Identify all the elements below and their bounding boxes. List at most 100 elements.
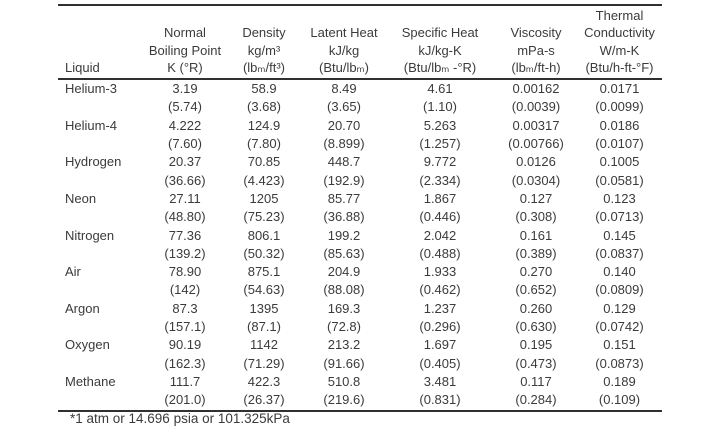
column-header-line: (Btu/lbₘ) <box>318 60 369 76</box>
table-cell: (7.60) <box>168 135 202 151</box>
table-cell: (4.423) <box>243 172 285 188</box>
table-cell: (54.63) <box>243 282 285 298</box>
table-cell: 1.867 <box>423 190 457 206</box>
table-cell: 1142 <box>250 337 278 353</box>
table-cell: (85.63) <box>323 245 365 261</box>
table-cell: (3.68) <box>247 99 281 115</box>
liquid-name-cell <box>58 245 145 263</box>
table-cell: (162.3) <box>164 355 206 371</box>
table-cell: 0.1005 <box>599 154 640 170</box>
table-cell: (0.831) <box>419 392 461 408</box>
table-cell: (7.80) <box>247 135 281 151</box>
liquid-name-cell: Air <box>65 264 81 280</box>
table-cell: 0.195 <box>519 337 553 353</box>
liquid-name-cell <box>58 208 145 226</box>
table-row: Helium-4 4.222 124.9 20.70 5.263 0.00317 0.018… <box>58 117 662 135</box>
column-header-liquid: Liquid <box>58 6 145 78</box>
table-cell: 4.222 <box>168 117 202 133</box>
table-cell: (0.0809) <box>595 282 644 298</box>
liquid-name-cell: Argon <box>65 300 100 316</box>
table-cell: 0.161 <box>519 227 553 243</box>
table-cell: 1395 <box>249 300 279 316</box>
table-cell: 0.00162 <box>512 81 560 96</box>
table-cell: (0.0873) <box>595 355 644 371</box>
table-cell: 0.260 <box>519 300 553 316</box>
column-header-line: (lbₘ/ft³) <box>242 60 286 76</box>
table-cell: (0.0581) <box>595 172 644 188</box>
table-cell: (0.630) <box>515 319 557 335</box>
table-cell: (87.1) <box>247 319 281 335</box>
column-header-line: kg/m³ <box>247 42 281 58</box>
table-cell: (0.308) <box>515 209 557 225</box>
table-cell: 27.11 <box>169 190 201 206</box>
table-cell: 0.0171 <box>599 81 640 96</box>
table-footnote: *1 atm or 14.696 psia or 101.325kPa <box>70 411 290 426</box>
table-row: (139.2) (50.32) (85.63) (0.488) (0.389) (0.08… <box>58 245 662 263</box>
liquid-name-cell: Neon <box>65 190 97 206</box>
table-cell: (192.9) <box>323 172 365 188</box>
table-cell: (0.0099) <box>595 99 644 115</box>
table-cell: 5.263 <box>423 117 457 133</box>
table-row: (5.74) (3.68) (3.65) (1.10) (0.0039) (0.0099) <box>58 98 662 116</box>
column-header-line: Latent Heat <box>310 25 378 41</box>
liquid-name-cell: Helium-3 <box>65 81 118 96</box>
liquid-name-cell <box>58 391 145 409</box>
column-header-line: Thermal <box>595 7 644 23</box>
table-cell: 3.19 <box>172 81 198 96</box>
table-row: (36.66) (4.423) (192.9) (2.334) (0.0304) (0.0… <box>58 172 662 190</box>
table-cell: 806.1 <box>247 227 281 243</box>
table-cell: 0.145 <box>603 227 636 243</box>
table-cell: (0.0107) <box>595 135 644 151</box>
column-header-line: W/m-K <box>599 42 640 58</box>
table-row: (201.0) (26.37) (219.6) (0.831) (0.284) (0.10… <box>58 391 662 409</box>
table-row: (48.80) (75.23) (36.88) (0.446) (0.308) (0.07… <box>58 208 662 226</box>
table-row: Neon 27.11 1205 85.77 1.867 0.127 0.123 <box>58 190 662 208</box>
liquid-name-cell: Nitrogen <box>65 227 115 243</box>
table-cell: (36.66) <box>164 172 206 188</box>
table-row: (157.1) (87.1) (72.8) (0.296) (0.630) (0.0742… <box>58 318 662 336</box>
column-header-line: Normal <box>164 25 206 41</box>
table-cell: (50.32) <box>243 245 285 261</box>
column-header-line: Boiling Point <box>148 42 222 58</box>
table-cell: (0.284) <box>515 392 557 408</box>
table-cell: 213.2 <box>327 337 361 353</box>
table-cell: 204.9 <box>327 264 361 280</box>
column-header-line: (Btu/h-ft-°F) <box>585 60 654 76</box>
table-row: Oxygen 90.19 1142 213.2 1.697 0.195 0.151 <box>58 336 662 354</box>
table-cell: (1.257) <box>419 135 461 151</box>
column-header-line: K (°R) <box>167 60 203 76</box>
table-cell: 124.9 <box>247 117 281 133</box>
table-cell: 20.37 <box>168 154 202 170</box>
column-header-line: Specific Heat <box>401 25 479 41</box>
table-cell: 422.3 <box>247 374 281 389</box>
table-cell: 1205 <box>249 190 279 206</box>
column-header-line: Density <box>242 25 286 41</box>
column-header-line: Liquid <box>65 60 100 76</box>
table-cell: (157.1) <box>164 319 206 335</box>
column-header-latent-heat: Latent Heat kJ/kg (Btu/lbₘ) <box>303 6 385 78</box>
table-cell: (1.10) <box>423 99 457 115</box>
column-header-line: kJ/kg-K <box>418 42 462 58</box>
table-cell: (0.109) <box>598 392 641 408</box>
table-cell: (0.488) <box>419 245 461 261</box>
table-cell: (0.0039) <box>511 99 561 115</box>
liquid-name-cell <box>58 318 145 336</box>
table-cell: 0.127 <box>519 190 553 206</box>
table-cell: 0.00317 <box>512 117 560 133</box>
table-cell: 0.0186 <box>599 117 640 133</box>
column-header-viscosity: Viscosity mPa-s (lbₘ/ft-h) <box>495 6 577 78</box>
liquid-name-cell <box>58 281 145 299</box>
column-header-line: (Btu/lbₘ -°R) <box>403 60 477 76</box>
table-row: Methane 111.7 422.3 510.8 3.481 0.117 0.189 <box>58 373 662 391</box>
column-header-specific-heat: Specific Heat kJ/kg-K (Btu/lbₘ -°R) <box>385 6 495 78</box>
table-cell: (0.0713) <box>595 209 644 225</box>
table-cell: 77.36 <box>168 227 202 243</box>
table-cell: 0.0126 <box>516 154 556 170</box>
column-header-boiling-point: Normal Boiling Point K (°R) <box>145 6 225 78</box>
liquid-name-cell: Oxygen <box>65 337 110 353</box>
liquid-name-cell: Methane <box>65 374 116 389</box>
table-cell: (0.405) <box>419 355 461 371</box>
table-row: Hydrogen 20.37 70.85 448.7 9.772 0.0126 0.1005 <box>58 153 662 171</box>
liquid-name-cell <box>58 172 145 190</box>
table-cell: (219.6) <box>323 392 365 408</box>
